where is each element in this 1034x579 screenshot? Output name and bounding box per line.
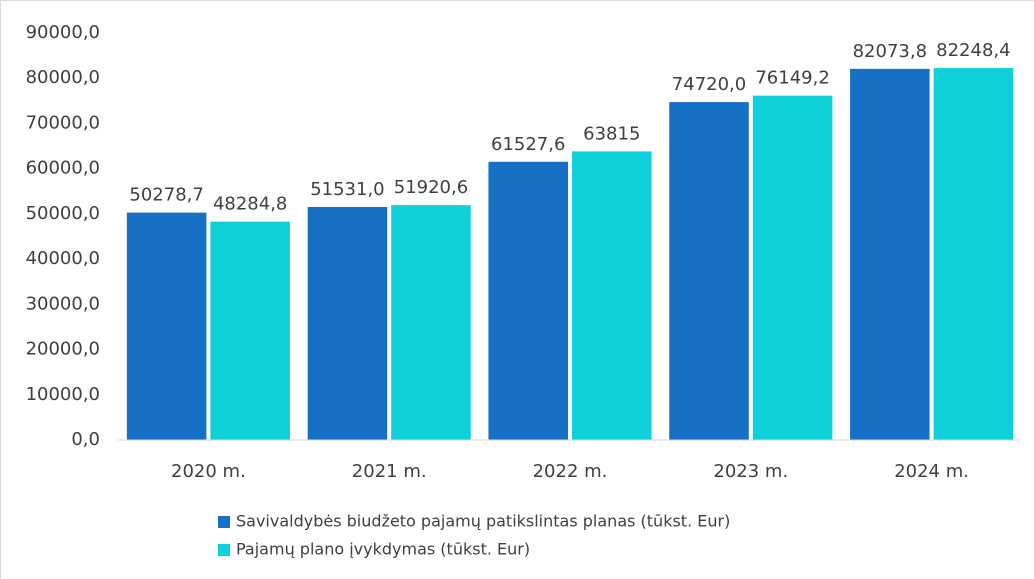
data-label: 74720,0: [672, 74, 746, 95]
y-tick-label: 90000,0: [26, 22, 100, 43]
legend-swatch: [218, 544, 230, 556]
x-tick-label: 2020 m.: [171, 461, 246, 482]
x-tick-label: 2021 m.: [352, 461, 427, 482]
y-tick-label: 30000,0: [26, 293, 100, 314]
data-label: 82073,8: [853, 41, 927, 62]
bar: [307, 206, 388, 440]
data-label: 63815: [583, 123, 640, 144]
data-label: 48284,8: [213, 194, 287, 215]
data-label: 51920,6: [394, 177, 468, 198]
bar: [572, 151, 652, 441]
data-label: 82248,4: [936, 40, 1010, 61]
bar: [126, 212, 207, 440]
y-tick-label: 40000,0: [26, 248, 100, 269]
data-label: 51531,0: [310, 179, 384, 200]
y-tick-label: 70000,0: [26, 112, 100, 133]
data-label: 61527,6: [491, 134, 565, 155]
bar: [210, 221, 290, 440]
x-tick-label: 2024 m.: [894, 461, 969, 482]
data-label: 76149,2: [755, 68, 829, 89]
legend-label: Pajamų plano įvykdymas (tūkst. Eur): [236, 540, 530, 559]
y-tick-label: 80000,0: [26, 67, 100, 88]
legend-label: Savivaldybės biudžeto pajamų patikslinta…: [236, 512, 730, 531]
bar: [488, 161, 568, 440]
bar: [933, 68, 1014, 441]
y-tick-label: 0,0: [71, 429, 100, 450]
legend-swatch: [218, 516, 230, 528]
data-label: 50278,7: [129, 185, 203, 206]
y-tick-label: 50000,0: [26, 203, 100, 224]
y-tick-label: 10000,0: [26, 384, 100, 405]
bar: [850, 68, 930, 440]
x-tick-label: 2022 m.: [533, 461, 608, 482]
y-tick-label: 20000,0: [26, 339, 100, 360]
bar: [391, 205, 471, 440]
x-tick-label: 2023 m.: [713, 461, 788, 482]
bar: [752, 95, 833, 440]
bar: [669, 102, 749, 441]
y-tick-label: 60000,0: [26, 158, 100, 179]
